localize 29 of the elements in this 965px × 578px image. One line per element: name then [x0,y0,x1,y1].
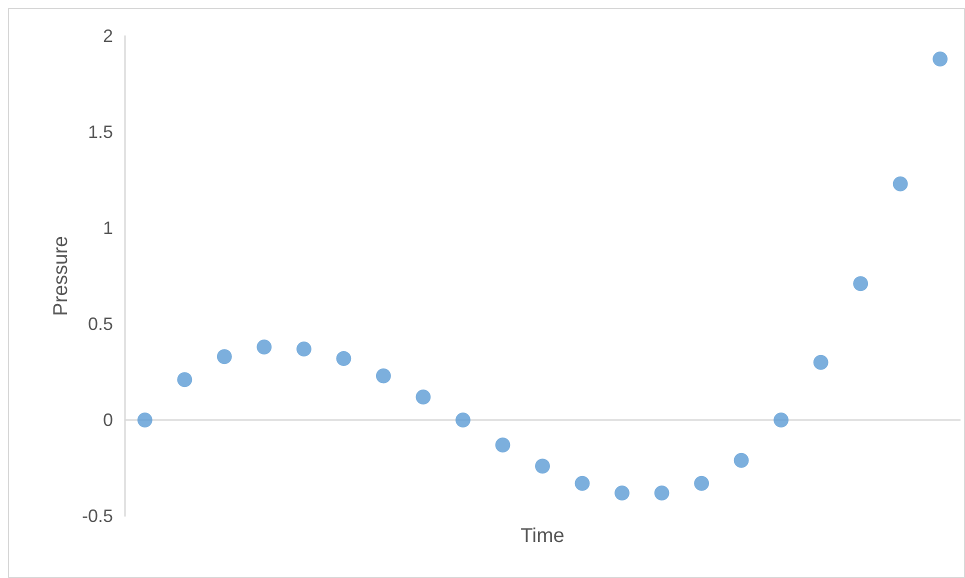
point [694,476,710,491]
point [455,412,470,428]
point [813,354,828,370]
point [774,412,789,428]
y-tick-label: 1 [102,218,113,238]
point [336,351,352,366]
point [376,368,391,384]
y-tick-label: 0 [102,410,113,430]
point [574,476,590,491]
point [216,349,232,364]
y-tick-label: 0.5 [88,314,113,334]
point [296,341,312,356]
x-axis-title: Time [520,525,564,547]
point [137,412,152,428]
y-axis-title: Pressure [50,236,72,316]
point [495,437,510,452]
point [535,458,550,474]
point [892,176,908,192]
y-tick-label: 1.5 [88,122,113,142]
point [416,389,431,404]
y-tick-label: -0.5 [82,506,113,526]
point [177,372,192,388]
point [256,340,272,355]
point [932,52,948,67]
point [614,485,630,500]
point [654,485,670,500]
y-tick-label: 2 [102,26,113,46]
point [734,452,749,468]
point [853,276,868,292]
